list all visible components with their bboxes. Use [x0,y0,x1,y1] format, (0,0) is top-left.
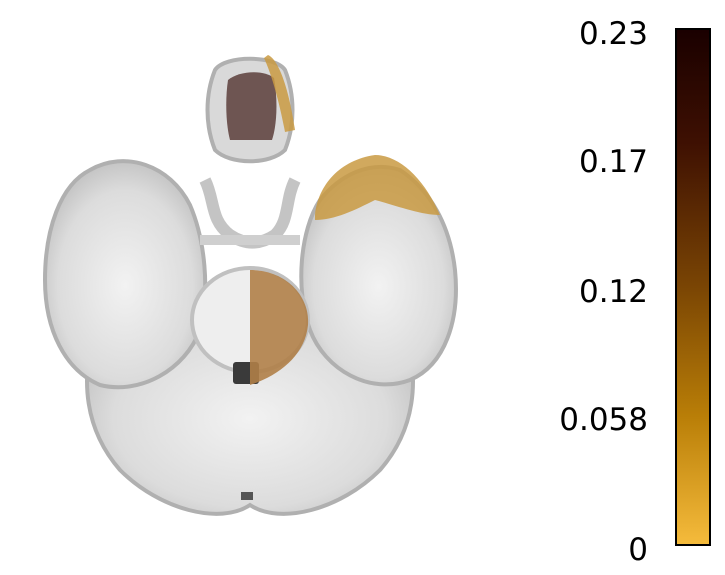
temporal-pole-region [315,155,440,220]
colorbar-gradient [675,28,711,546]
colorbar-tick-label: 0.23 [579,16,648,52]
colorbar-tick-label: 0.17 [579,144,648,180]
olfactory-region [226,72,277,140]
pons-region [250,270,309,385]
vessel-structures [199,177,301,249]
colorbar-tick-label: 0.058 [559,402,648,438]
colorbar-tick-label: 0 [628,532,648,568]
colorbar: 0.23 0.17 0.12 0.058 0 [559,16,711,568]
left-temporal-lobe-shape [42,159,208,390]
overlay-regions [226,55,440,385]
midline-spot [241,492,253,500]
colorbar-tick-label: 0.12 [579,274,648,310]
